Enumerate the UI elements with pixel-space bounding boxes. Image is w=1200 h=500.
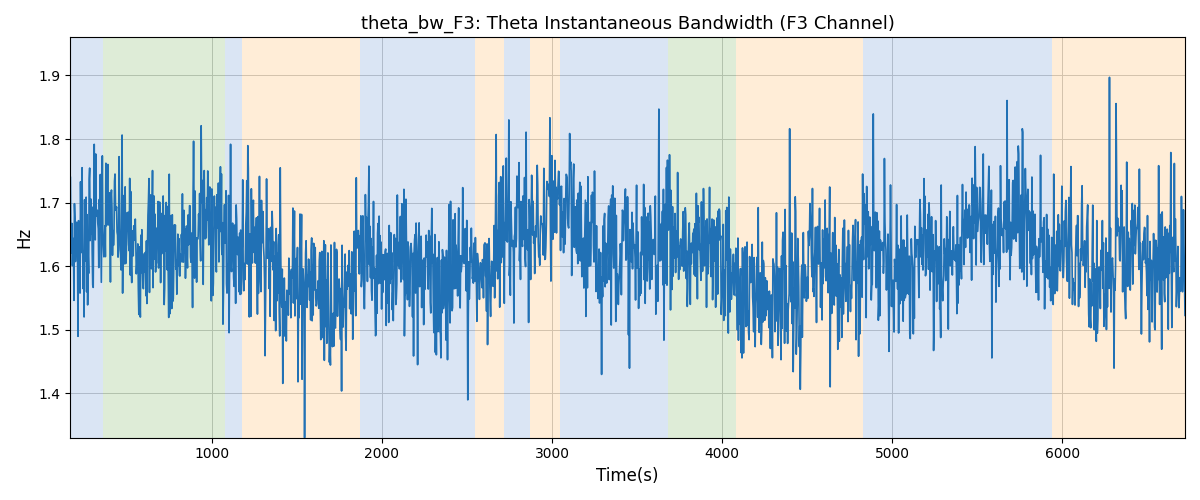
Bar (475, 38, 504, 438)
Bar (863, 38, 1052, 438)
Bar (226, 38, 242, 438)
X-axis label: Time(s): Time(s) (596, 467, 659, 485)
Bar (71, 38, 103, 438)
Bar (103, 38, 226, 438)
Bar (736, 38, 829, 438)
Bar (504, 38, 530, 438)
Bar (1052, 38, 1186, 438)
Bar (829, 38, 863, 438)
Bar (667, 38, 736, 438)
Y-axis label: Hz: Hz (14, 227, 32, 248)
Title: theta_bw_F3: Theta Instantaneous Bandwidth (F3 Channel): theta_bw_F3: Theta Instantaneous Bandwid… (361, 15, 895, 34)
Bar (360, 38, 475, 438)
Bar (530, 38, 560, 438)
Bar (242, 38, 360, 438)
Bar (560, 38, 667, 438)
